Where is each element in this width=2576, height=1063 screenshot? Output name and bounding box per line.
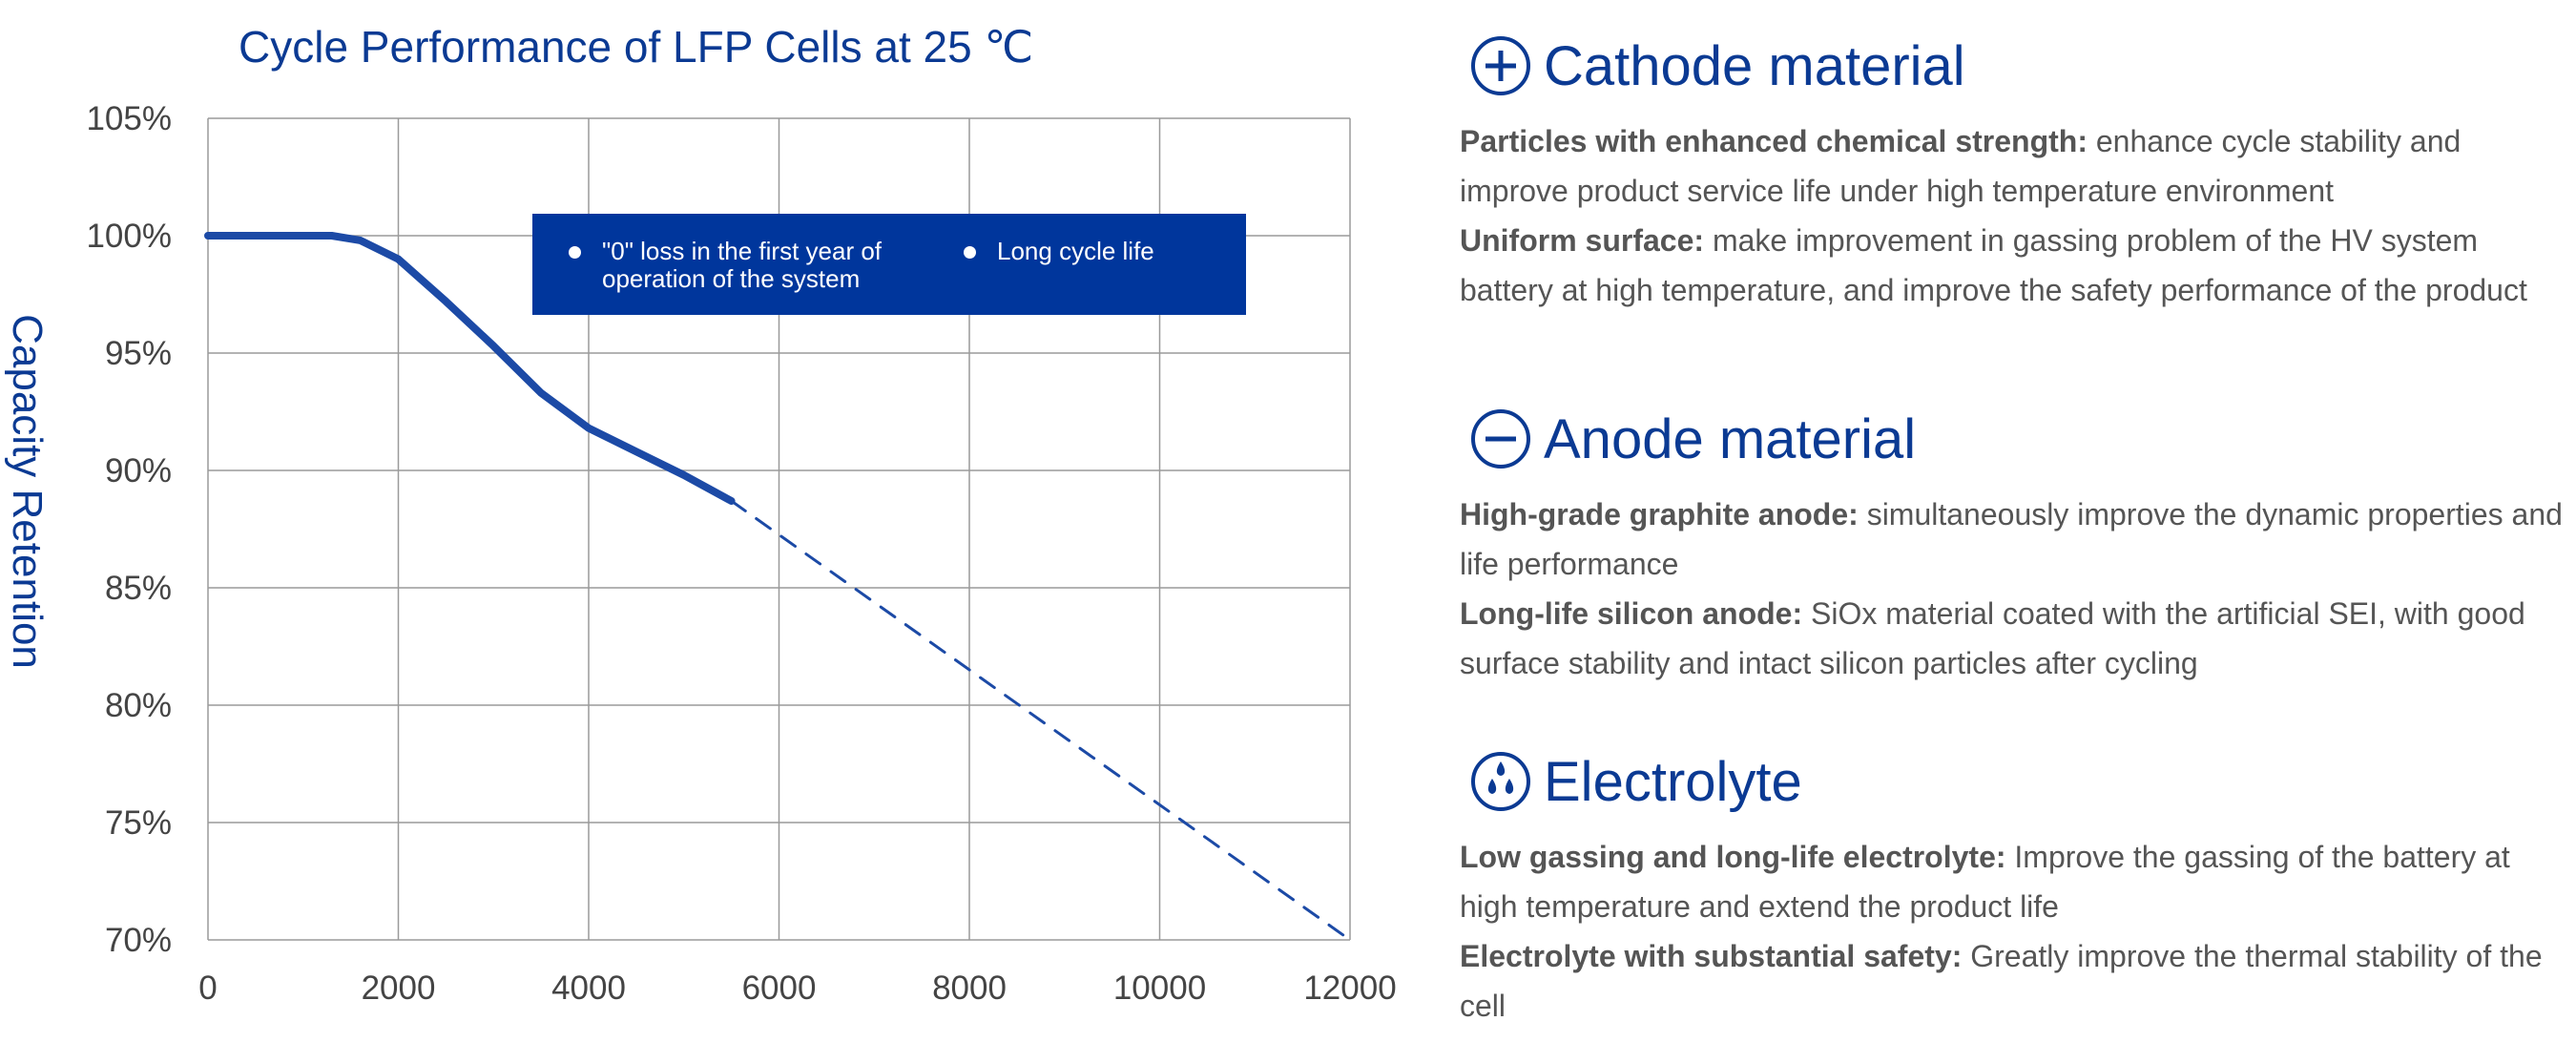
feature-heading: Particles with enhanced chemical strengt… <box>1460 124 2088 158</box>
droplets-circle-icon <box>1471 752 1530 811</box>
legend-item-zero-loss: "0" loss in the first year of operation … <box>569 238 922 293</box>
section-body: Particles with enhanced chemical strengt… <box>1460 116 2566 315</box>
x-tick-label: 12000 <box>1303 969 1396 1007</box>
section-body: Low gassing and long-life electrolyte: I… <box>1460 832 2566 1031</box>
feature-text: make improvement in gassing problem of t… <box>1460 223 2527 307</box>
y-tick-label: 70% <box>105 922 172 959</box>
legend-item-long-cycle-life: Long cycle life <box>964 238 1212 265</box>
measured-retention-line <box>204 232 736 505</box>
section-header: Electrolyte <box>1460 746 2566 817</box>
feature-paragraph: Electrolyte with substantial safety: Gre… <box>1460 931 2566 1031</box>
feature-paragraph: Long-life silicon anode: SiOx material c… <box>1460 589 2566 688</box>
minus-circle-icon <box>1471 409 1530 469</box>
cycle-performance-chart: 0 2000 4000 6000 8000 10000 12000 70% 75% 80% 85% 9… <box>86 100 1396 1007</box>
x-tick-label: 6000 <box>742 969 817 1007</box>
y-tick-label: 105% <box>86 100 172 137</box>
section-header: Cathode material <box>1460 31 2566 101</box>
feature-paragraph: Low gassing and long-life electrolyte: I… <box>1460 832 2566 931</box>
bullet-dot-icon <box>569 246 581 259</box>
feature-text: Greatly improve the thermal stability of… <box>1460 939 2543 1023</box>
feature-heading: High-grade graphite anode: <box>1460 497 1859 532</box>
section-anode-material: Anode material High-grade graphite anode… <box>1460 404 2566 688</box>
feature-heading: Low gassing and long-life electrolyte: <box>1460 840 2006 874</box>
x-tick-label: 10000 <box>1113 969 1206 1007</box>
feature-text: Improve the gassing of the battery at hi… <box>1460 840 2510 924</box>
y-tick-label: 95% <box>105 335 172 372</box>
feature-paragraph: Particles with enhanced chemical strengt… <box>1460 116 2566 216</box>
section-body: High-grade graphite anode: simultaneousl… <box>1460 490 2566 688</box>
section-electrolyte: Electrolyte Low gassing and long-life el… <box>1460 746 2566 1031</box>
y-tick-label: 80% <box>105 687 172 724</box>
chart-title: Cycle Performance of LFP Cells at 25 ℃ <box>239 22 1034 72</box>
section-title: Electrolyte <box>1544 750 1802 813</box>
x-tick-label: 8000 <box>932 969 1007 1007</box>
feature-heading: Long-life silicon anode: <box>1460 596 1803 631</box>
section-title: Anode material <box>1544 407 1917 470</box>
legend-item-label: "0" loss in the first year of operation … <box>602 237 883 293</box>
x-tick-label: 0 <box>198 969 217 1007</box>
plus-circle-icon <box>1471 36 1530 95</box>
x-tick-label: 2000 <box>362 969 436 1007</box>
y-tick-label: 100% <box>86 218 172 255</box>
feature-heading: Electrolyte with substantial safety: <box>1460 939 1963 973</box>
section-title: Cathode material <box>1544 34 1965 97</box>
bullet-dot-icon <box>964 246 976 259</box>
feature-text: SiOx material coated with the artificial… <box>1460 596 2525 680</box>
projected-retention-line <box>730 499 1352 942</box>
y-tick-label: 90% <box>105 452 172 490</box>
feature-paragraph: High-grade graphite anode: simultaneousl… <box>1460 490 2566 589</box>
y-tick-label: 75% <box>105 804 172 842</box>
y-tick-label: 85% <box>105 570 172 607</box>
feature-heading: Uniform surface: <box>1460 223 1705 258</box>
feature-text: enhance cycle stability and improve prod… <box>1460 124 2462 208</box>
section-cathode-material: Cathode material Particles with enhanced… <box>1460 31 2566 315</box>
feature-paragraph: Uniform surface: make improvement in gas… <box>1460 216 2566 315</box>
legend-item-label: Long cycle life <box>997 237 1154 265</box>
feature-text: simultaneously improve the dynamic prope… <box>1460 497 2563 581</box>
x-tick-label: 4000 <box>551 969 626 1007</box>
chart-legend: "0" loss in the first year of operation … <box>532 214 1246 315</box>
section-header: Anode material <box>1460 404 2566 474</box>
